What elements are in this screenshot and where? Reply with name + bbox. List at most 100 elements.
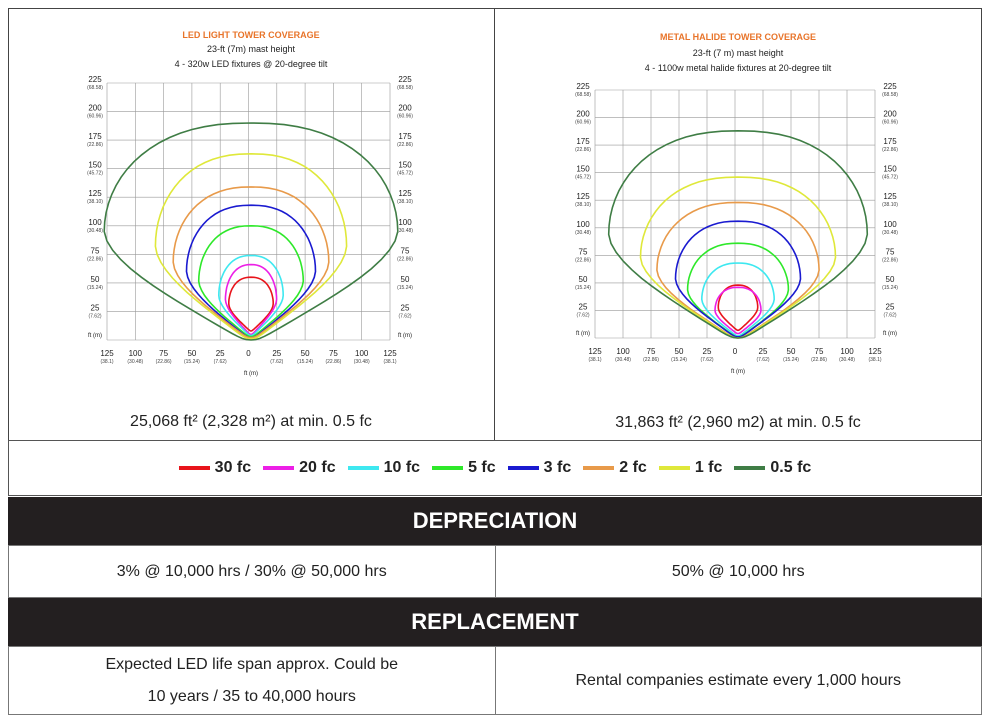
legend-label: 10 fc — [383, 459, 421, 476]
y-tick-label: 200 — [576, 110, 590, 119]
y-tick-sublabel: (15.24) — [87, 285, 103, 291]
legend-label: 20 fc — [299, 459, 336, 476]
y-tick-sublabel: (60.96) — [87, 114, 103, 120]
y-tick-sublabel: (22.86) — [882, 147, 898, 153]
contour — [185, 204, 317, 339]
legend-swatch — [347, 466, 379, 470]
y-tick-sublabel: (15.24) — [397, 285, 413, 291]
legend-label: 2 fc — [619, 459, 647, 476]
y-tick-label: 125 — [883, 192, 897, 201]
y-tick-sublabel: (22.86) — [882, 257, 898, 263]
y-tick-sublabel: (7.62) — [88, 313, 101, 319]
panel-subtitle: 4 - 1100w metal halide fixtures at 20-de… — [645, 63, 832, 73]
y-tick-sublabel: (7.62) — [398, 313, 411, 319]
contour — [172, 186, 330, 339]
y-tick-sublabel: (30.48) — [397, 228, 413, 234]
y-tick-sublabel: (60.96) — [882, 120, 898, 126]
x-tick-label: 100 — [616, 347, 630, 356]
legend: 30 fc 20 fc 10 fc 5 fc 3 fc 2 fc 1 fc 0.5 fc — [8, 440, 982, 496]
table-cell: 50% @ 10,000 hrs — [494, 546, 982, 597]
contour — [228, 276, 274, 332]
y-tick-label: 150 — [576, 165, 590, 174]
y-tick-label: 100 — [398, 218, 412, 227]
y-tick-label: 100 — [576, 220, 590, 229]
x-tick-label: 25 — [216, 349, 225, 358]
x-tick-label: 50 — [187, 349, 196, 358]
panel-subtitle: 23-ft (7 m) mast height — [693, 48, 784, 58]
cell-text: Rental companies estimate every 1,000 ho… — [575, 671, 901, 689]
legend-item: 1 fc — [658, 459, 723, 477]
y-tick-sublabel: (30.48) — [575, 230, 591, 236]
legend-item: 20 fc — [263, 459, 336, 477]
y-axis-unit: ft (m) — [576, 331, 590, 337]
x-tick-sublabel: (7.62) — [270, 359, 283, 365]
y-tick-sublabel: (15.24) — [882, 285, 898, 291]
x-tick-sublabel: (30.48) — [615, 357, 631, 363]
y-tick-label: 175 — [398, 132, 412, 141]
x-tick-sublabel: (15.24) — [297, 359, 313, 365]
x-tick-sublabel: (30.48) — [127, 359, 143, 365]
x-tick-sublabel: (22.86) — [643, 357, 659, 363]
y-tick-label: 200 — [398, 104, 412, 113]
y-tick-label: 100 — [883, 220, 897, 229]
y-tick-label: 25 — [886, 302, 895, 311]
x-tick-label: 25 — [759, 347, 768, 356]
x-tick-label: 75 — [815, 347, 824, 356]
table-cell: Rental companies estimate every 1,000 ho… — [494, 647, 982, 714]
x-tick-label: 125 — [383, 349, 397, 358]
y-tick-sublabel: (22.86) — [397, 142, 413, 148]
contour — [717, 284, 759, 332]
x-tick-sublabel: (15.24) — [783, 357, 799, 363]
y-tick-label: 25 — [579, 302, 588, 311]
y-tick-sublabel: (22.86) — [397, 256, 413, 262]
x-tick-label: 125 — [100, 349, 114, 358]
legend-label: 3 fc — [543, 459, 572, 476]
x-tick-label: 50 — [787, 347, 796, 356]
contour — [700, 262, 776, 337]
legend-label: 0.5 fc — [770, 459, 812, 476]
y-tick-label: 175 — [576, 137, 590, 146]
y-tick-label: 125 — [398, 189, 412, 198]
y-tick-sublabel: (22.86) — [87, 256, 103, 262]
y-tick-sublabel: (68.58) — [575, 92, 591, 98]
y-tick-label: 50 — [401, 275, 410, 284]
y-tick-label: 100 — [88, 218, 102, 227]
contour — [224, 263, 278, 336]
y-tick-label: 75 — [401, 246, 410, 255]
y-tick-label: 50 — [886, 275, 895, 284]
y-tick-sublabel: (45.72) — [575, 175, 591, 181]
panel-subtitle: 4 - 320w LED fixtures @ 20-degree tilt — [175, 59, 328, 69]
y-tick-sublabel: (45.72) — [87, 171, 103, 177]
y-tick-sublabel: (30.48) — [87, 228, 103, 234]
y-tick-sublabel: (45.72) — [397, 171, 413, 177]
legend-swatch — [507, 466, 539, 470]
contour — [103, 122, 399, 341]
cell-text: 3% @ 10,000 hrs / 30% @ 50,000 hrs — [116, 562, 387, 580]
y-tick-label: 225 — [398, 75, 412, 84]
y-tick-sublabel: (38.10) — [397, 199, 413, 205]
legend-item: 2 fc — [583, 459, 647, 477]
contour — [656, 201, 820, 339]
legend-label: 1 fc — [694, 459, 723, 476]
x-tick-label: 100 — [840, 347, 854, 356]
contour — [714, 286, 762, 335]
y-tick-label: 125 — [576, 192, 590, 201]
contour — [607, 129, 869, 339]
legend-label: 5 fc — [468, 459, 496, 476]
y-tick-sublabel: (7.62) — [883, 312, 896, 318]
x-tick-sublabel: (38.1) — [868, 357, 881, 363]
legend-item: 0.5 fc — [734, 459, 811, 477]
y-tick-sublabel: (60.96) — [397, 114, 413, 120]
y-tick-sublabel: (22.86) — [575, 147, 591, 153]
x-tick-label: 100 — [355, 349, 369, 358]
legend-item: 10 fc — [347, 459, 421, 477]
x-tick-label: 25 — [272, 349, 281, 358]
y-tick-sublabel: (30.48) — [882, 230, 898, 236]
x-tick-label: 50 — [301, 349, 310, 358]
y-tick-sublabel: (60.96) — [575, 120, 591, 126]
x-tick-sublabel: (38.1) — [100, 359, 113, 365]
y-tick-sublabel: (45.72) — [882, 175, 898, 181]
x-tick-label: 100 — [129, 349, 143, 358]
y-tick-sublabel: (68.58) — [87, 85, 103, 91]
